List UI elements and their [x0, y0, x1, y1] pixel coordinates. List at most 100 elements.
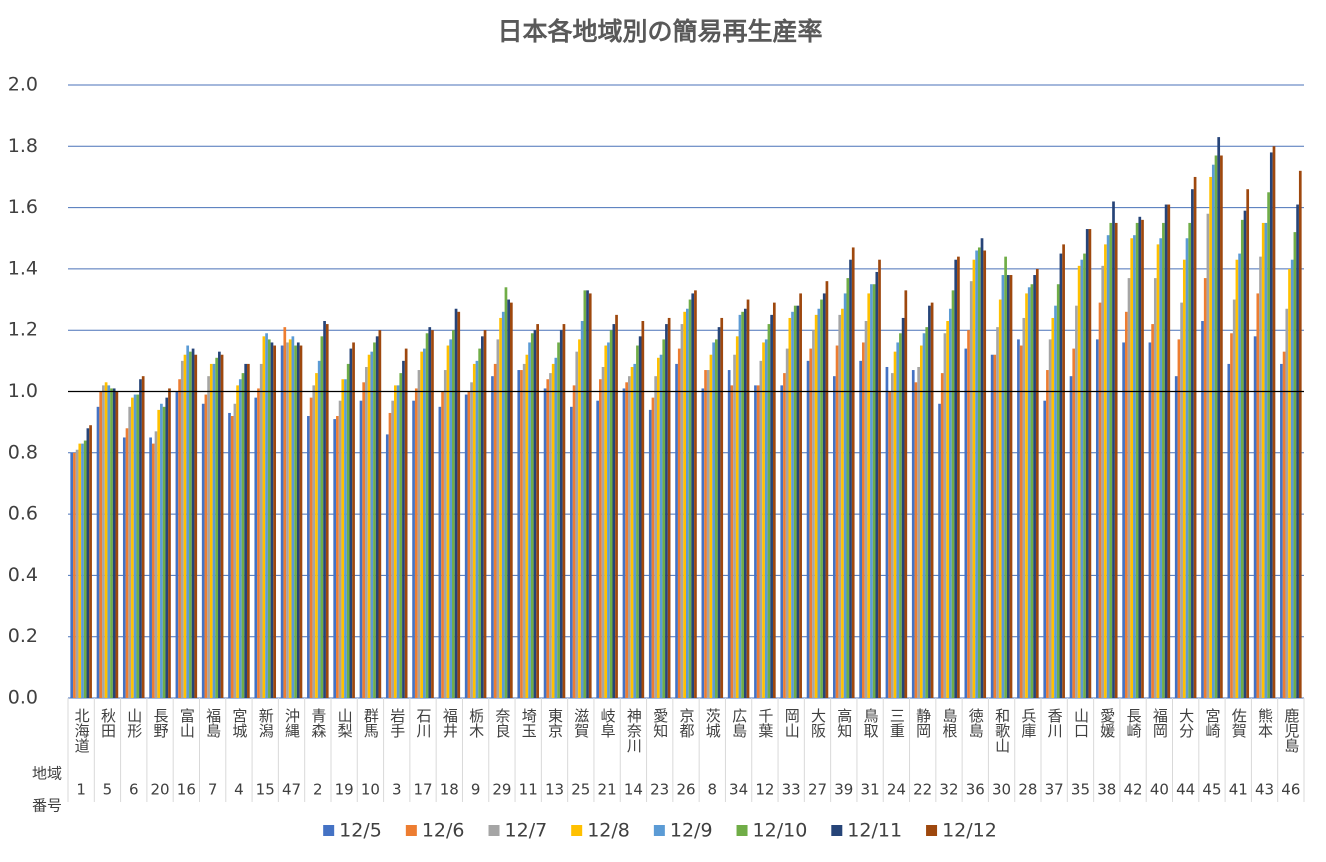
bar	[230, 416, 234, 698]
bar	[452, 330, 455, 698]
y-tick-label: 1.0	[8, 380, 38, 402]
bar	[1098, 302, 1102, 698]
bar	[615, 314, 618, 698]
region-number: 31	[861, 781, 880, 799]
bar	[633, 363, 637, 698]
region-number: 16	[177, 781, 196, 799]
region-number: 19	[335, 781, 354, 799]
bar	[204, 394, 208, 698]
bar	[1256, 293, 1260, 698]
bar	[570, 406, 573, 698]
bar	[317, 360, 321, 698]
bar	[1062, 244, 1065, 698]
bar	[194, 354, 198, 698]
region-number: 7	[208, 781, 218, 799]
bar	[756, 385, 760, 698]
bar	[604, 345, 608, 698]
bar	[481, 336, 484, 698]
bar	[428, 327, 432, 698]
bar	[1240, 219, 1244, 699]
bar	[717, 327, 721, 698]
bar	[81, 443, 84, 698]
region-number: 12	[755, 781, 774, 799]
bar	[375, 336, 379, 698]
bar	[475, 360, 479, 698]
bar	[157, 409, 161, 698]
bar	[336, 416, 339, 698]
bar	[522, 363, 526, 698]
x-tick-label: 群馬	[362, 708, 380, 739]
bar	[86, 428, 90, 698]
bar	[967, 330, 970, 698]
legend-swatch	[405, 825, 417, 836]
bar	[554, 357, 558, 698]
bar	[814, 314, 818, 698]
legend-label: 12/5	[339, 820, 382, 842]
region-number: 23	[650, 781, 669, 799]
bar	[799, 293, 802, 698]
bar	[191, 348, 195, 698]
bar	[893, 351, 897, 698]
bar	[899, 333, 902, 698]
bar	[1114, 222, 1118, 699]
bar	[551, 363, 555, 698]
bar	[344, 379, 347, 698]
legend-swatch	[488, 825, 500, 836]
bar	[1261, 222, 1265, 699]
region-number: 42	[1124, 781, 1143, 799]
bar	[835, 345, 839, 698]
x-tick-label: 熊本	[1256, 708, 1274, 738]
bar	[402, 360, 405, 698]
bar	[388, 412, 392, 698]
bar	[254, 397, 258, 698]
region-number: 2	[313, 781, 323, 799]
bar	[1048, 339, 1052, 698]
x-tick-label: 広島	[730, 708, 748, 738]
x-tick-label: 茨城	[704, 708, 722, 739]
y-tick-label: 0.4	[8, 564, 38, 586]
bar	[780, 385, 784, 698]
bar	[1269, 152, 1273, 698]
bar	[659, 354, 663, 698]
bar	[417, 370, 421, 698]
bar	[1209, 176, 1212, 698]
bar	[738, 314, 742, 698]
bar	[99, 391, 103, 698]
bar	[864, 321, 868, 698]
bar	[228, 412, 231, 698]
region-number: 28	[1018, 781, 1037, 799]
bar	[286, 342, 289, 698]
bar	[1288, 268, 1291, 698]
bar	[688, 299, 692, 698]
x-tick-label: 千葉	[756, 708, 774, 738]
bar	[414, 388, 418, 698]
bar	[925, 327, 929, 698]
bar	[983, 250, 987, 698]
bar	[662, 339, 666, 698]
x-tick-label: 宮崎	[1203, 708, 1221, 738]
bar	[341, 379, 345, 698]
bar	[189, 351, 192, 698]
bar	[1193, 176, 1197, 698]
x-tick-label: 石川	[415, 708, 433, 738]
bar	[904, 290, 908, 698]
bar	[273, 345, 277, 698]
bar	[851, 247, 855, 698]
bar	[1135, 222, 1139, 699]
bar	[236, 385, 239, 698]
region-number: 21	[598, 781, 617, 799]
bar	[280, 345, 284, 698]
region-number: 17	[413, 781, 432, 799]
bar	[446, 345, 450, 698]
y-tick-label: 1.4	[8, 257, 38, 279]
bar	[165, 397, 169, 698]
bar	[1259, 256, 1262, 698]
x-tick-label: 東京	[546, 708, 564, 739]
region-number: 38	[1097, 781, 1116, 799]
bar	[467, 391, 471, 698]
region-number: 9	[471, 781, 481, 799]
bar	[946, 321, 949, 698]
x-tick-label: 秋田	[99, 708, 117, 738]
x-tick-label: 福島	[204, 708, 222, 738]
bar	[686, 308, 689, 698]
